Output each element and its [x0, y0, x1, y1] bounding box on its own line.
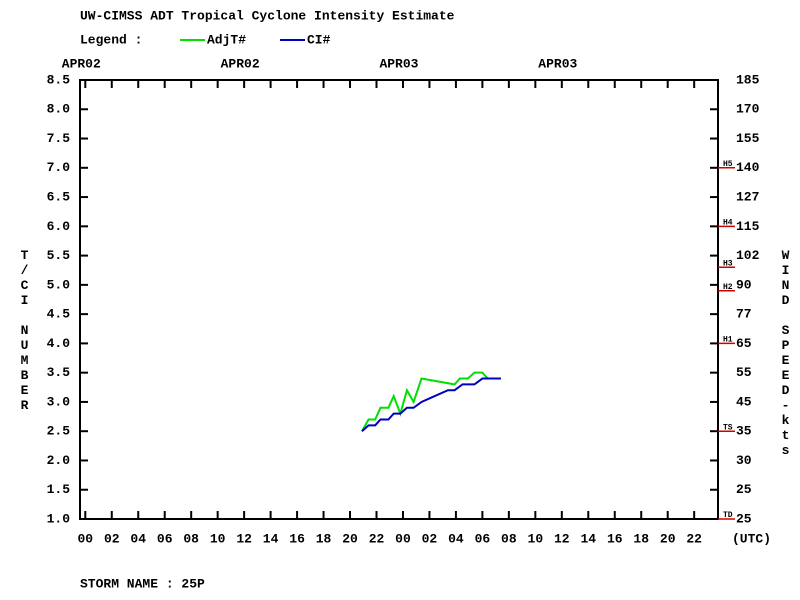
category-label: TD	[723, 511, 733, 520]
y2-tick-label: 25	[736, 511, 752, 526]
category-label: H3	[723, 259, 733, 268]
category-label: H4	[723, 218, 733, 227]
category-label: H1	[723, 336, 733, 345]
y2-tick-label: 140	[736, 160, 760, 175]
y2-tick-label: 25	[736, 482, 752, 497]
legend-entry: AdjT#	[207, 32, 246, 47]
y-tick-label: 5.0	[47, 277, 71, 292]
y-tick-label: 2.0	[47, 453, 71, 468]
y-tick-label: 3.0	[47, 394, 71, 409]
y-tick-label: 8.0	[47, 102, 71, 117]
x-tick-label: 16	[289, 531, 305, 546]
y2-tick-label: 35	[736, 424, 752, 439]
x-tick-label: 00	[395, 531, 411, 546]
x-tick-label: 18	[633, 531, 649, 546]
x-tick-label: 08	[501, 531, 517, 546]
x-tick-label: 20	[342, 531, 358, 546]
y-tick-label: 2.5	[47, 424, 71, 439]
y-tick-label: 4.5	[47, 307, 71, 322]
y2-tick-label: 115	[736, 219, 760, 234]
x-tick-label: 14	[580, 531, 596, 546]
category-label: TS	[723, 423, 733, 432]
y2-tick-label: 77	[736, 307, 752, 322]
footer: STORM NAME : 25P	[80, 576, 205, 591]
date-label: APR02	[221, 56, 260, 71]
category-label: H5	[723, 160, 733, 169]
plot-frame	[79, 79, 719, 520]
x-tick-label: 08	[183, 531, 199, 546]
y-tick-label: 5.5	[47, 248, 71, 263]
x-tick-label: 10	[528, 531, 544, 546]
y2-tick-label: 155	[736, 131, 760, 146]
x-tick-label: 04	[448, 531, 464, 546]
legend-label: Legend :	[80, 32, 142, 47]
x-tick-label: 14	[263, 531, 279, 546]
y2-tick-label: 65	[736, 336, 752, 351]
category-label: H2	[723, 283, 733, 292]
x-tick-label: 20	[660, 531, 676, 546]
x-tick-label: 16	[607, 531, 623, 546]
x-tick-label: 06	[157, 531, 173, 546]
y2-tick-label: 170	[736, 102, 760, 117]
x-tick-label: 10	[210, 531, 226, 546]
legend-entry: CI#	[307, 32, 331, 47]
y2-tick-label: 185	[736, 72, 760, 87]
y2-tick-label: 30	[736, 453, 752, 468]
x-tick-label: 22	[369, 531, 385, 546]
x-axis-label: (UTC)	[732, 531, 771, 546]
series-line	[361, 377, 501, 432]
y-tick-label: 4.0	[47, 336, 71, 351]
y-tick-label: 6.5	[47, 190, 71, 205]
date-label: APR03	[538, 56, 577, 71]
y2-tick-label: 45	[736, 394, 752, 409]
x-tick-label: 02	[104, 531, 120, 546]
series-line	[361, 371, 501, 432]
y-axis-label: T/CI NUMBER	[17, 248, 32, 413]
y2-tick-label: 55	[736, 365, 752, 380]
date-label: APR02	[62, 56, 101, 71]
y-tick-label: 3.5	[47, 365, 71, 380]
date-label: APR03	[379, 56, 418, 71]
x-tick-label: 12	[554, 531, 570, 546]
x-tick-label: 12	[236, 531, 252, 546]
y-tick-label: 1.0	[47, 511, 71, 526]
x-tick-label: 04	[130, 531, 146, 546]
y2-tick-label: 90	[736, 277, 752, 292]
x-tick-label: 06	[475, 531, 491, 546]
x-tick-label: 00	[77, 531, 93, 546]
y2-tick-label: 102	[736, 248, 760, 263]
y-tick-label: 7.0	[47, 160, 71, 175]
y-tick-label: 1.5	[47, 482, 71, 497]
y-tick-label: 7.5	[47, 131, 71, 146]
x-tick-label: 18	[316, 531, 332, 546]
x-tick-label: 02	[422, 531, 438, 546]
y2-tick-label: 127	[736, 190, 759, 205]
chart-title: UW-CIMSS ADT Tropical Cyclone Intensity …	[80, 8, 455, 23]
y2-axis-label: WIND SPEED-kts	[778, 248, 793, 458]
y-tick-label: 6.0	[47, 219, 71, 234]
x-tick-label: 22	[686, 531, 702, 546]
y-tick-label: 8.5	[47, 72, 71, 87]
